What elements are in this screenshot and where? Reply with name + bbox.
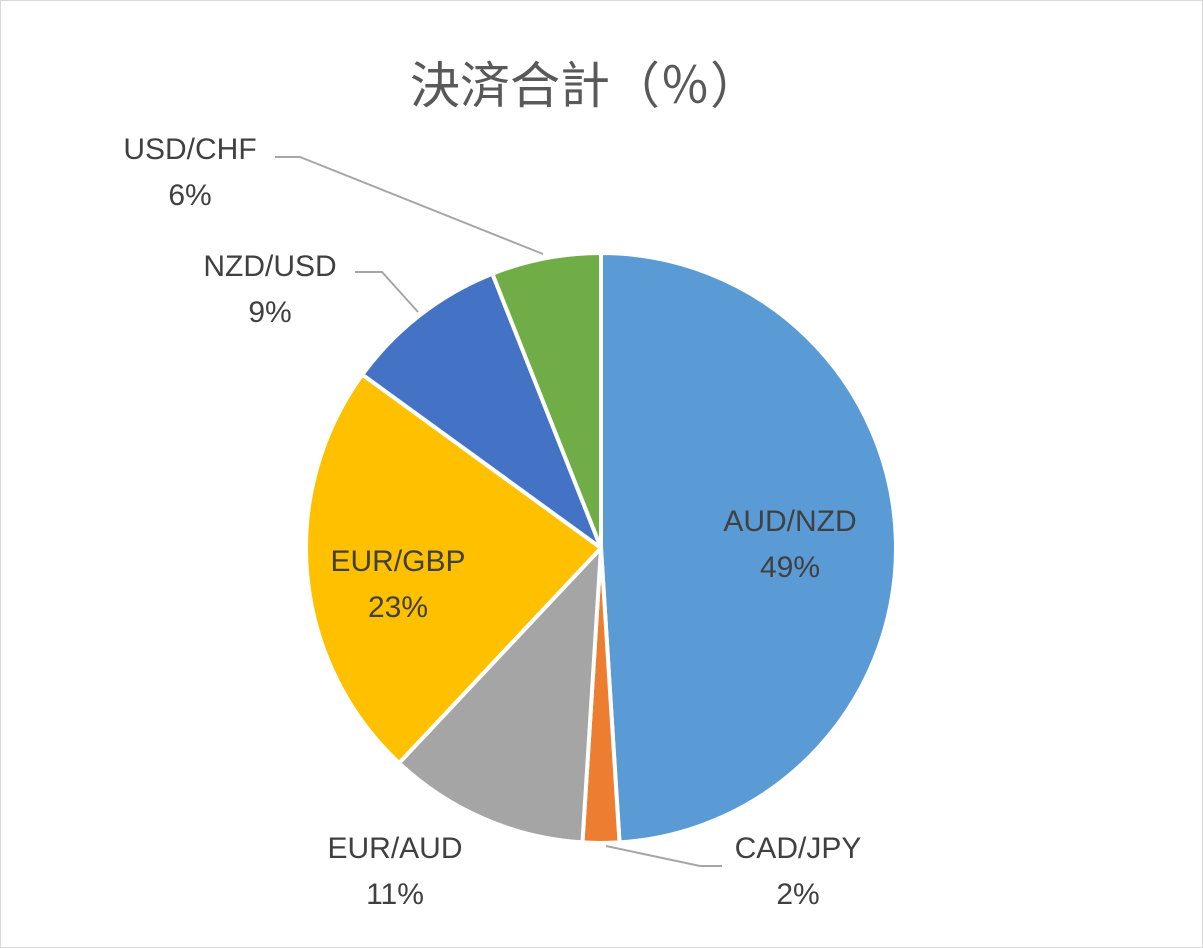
leader-line <box>605 845 722 867</box>
pie-slice <box>599 251 898 845</box>
slice-label: USD/CHF <box>123 133 256 166</box>
slice-label: AUD/NZD <box>723 505 856 538</box>
pie-slice <box>304 372 603 766</box>
leader-line <box>355 271 419 313</box>
chart-title: 決済合計（％） <box>410 58 760 114</box>
value-label: 11% <box>366 878 424 911</box>
value-label: 49% <box>760 551 820 584</box>
value-label: 6% <box>168 179 211 212</box>
pie-slice <box>490 251 603 550</box>
value-label: 2% <box>776 878 819 911</box>
leader-line <box>275 156 544 255</box>
pie-slice <box>360 271 603 550</box>
slice-label: EUR/GBP <box>330 545 465 578</box>
slice-label: NZD/USD <box>203 250 336 283</box>
pie-slice <box>397 546 603 845</box>
value-label: 9% <box>248 296 291 329</box>
slice-label: CAD/JPY <box>735 832 862 865</box>
slice-label: EUR/AUD <box>327 832 462 865</box>
value-label: 23% <box>368 591 428 624</box>
